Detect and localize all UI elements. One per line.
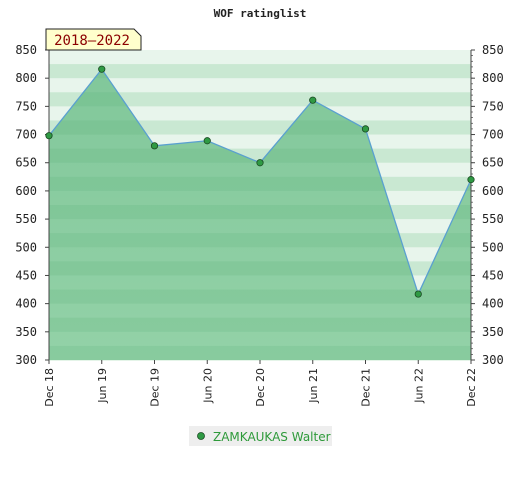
x-tick-label: Dec 22 [465, 368, 478, 407]
legend-marker [197, 432, 205, 440]
y-tick-label-right: 650 [482, 156, 504, 170]
axes: 300 300 350 350 400 400 450 450 500 500 550 550 600 6… [15, 43, 503, 407]
data-point [361, 125, 370, 133]
y-tick-label-right: 450 [482, 268, 504, 282]
y-tick-label-left: 450 [15, 268, 37, 282]
period-label: 2018—2022 [54, 33, 130, 49]
y-tick-label-right: 600 [482, 184, 504, 198]
y-tick-label-right: 500 [482, 240, 504, 254]
x-tick-label: Dec 21 [360, 368, 373, 407]
data-point [150, 142, 159, 150]
y-tick-label-left: 700 [15, 128, 37, 142]
background-band [49, 78, 471, 93]
series-layer [45, 65, 475, 298]
data-point [203, 137, 211, 145]
x-tick-label: Dec 19 [149, 368, 162, 407]
y-tick-label-right: 400 [482, 297, 504, 311]
background-band [49, 92, 471, 107]
y-tick-label-right: 700 [482, 128, 504, 142]
data-point [414, 290, 422, 298]
y-tick-label-left: 600 [15, 184, 37, 198]
background-band [49, 64, 471, 79]
period-badge-shape [45, 28, 142, 51]
y-tick-label-left: 750 [15, 99, 37, 113]
area-stripe [49, 317, 471, 332]
y-tick-label-left: 650 [15, 156, 37, 170]
y-tick-label-left: 300 [15, 353, 37, 367]
x-tick-label: Jun 22 [412, 368, 425, 404]
y-tick-label-right: 550 [482, 212, 504, 226]
y-tick-label-left: 500 [15, 240, 37, 254]
area-stripe [49, 289, 471, 304]
data-point [256, 159, 264, 167]
y-tick-label-left: 550 [15, 212, 37, 226]
y-tick-label-left: 400 [15, 297, 37, 311]
x-tick-label: Jun 19 [96, 368, 109, 404]
y-tick-label-left: 800 [15, 71, 37, 85]
data-point [309, 96, 317, 104]
legend-box [189, 426, 332, 446]
y-tick-label-right: 300 [482, 353, 504, 367]
data-point [467, 176, 475, 184]
x-tick-label: Dec 18 [43, 368, 56, 407]
area-stripe [49, 345, 471, 360]
data-point [45, 132, 53, 140]
background-band [49, 106, 471, 121]
area-stripe [49, 233, 471, 248]
area-stripe [49, 261, 471, 276]
x-tick-label: Dec 20 [254, 368, 267, 407]
legend-series-label: ZAMKAUKAS Walter [213, 430, 331, 444]
y-tick-label-right: 800 [482, 71, 504, 85]
series-area [49, 69, 471, 360]
y-tick-label-right: 850 [482, 43, 504, 57]
y-tick-label-left: 350 [15, 325, 37, 339]
period-badge: 2018—2022 [45, 28, 142, 51]
background-band [49, 50, 471, 65]
x-tick-label: Jun 20 [201, 368, 214, 404]
chart-title: WOF ratinglist [214, 7, 307, 20]
y-tick-label-right: 350 [482, 325, 504, 339]
area-stripe [49, 205, 471, 220]
area-stripe [49, 176, 471, 191]
data-point [98, 65, 106, 73]
legend: ZAMKAUKAS Walter [189, 426, 332, 446]
y-tick-label-right: 750 [482, 99, 504, 113]
x-tick-label: Jun 21 [307, 368, 320, 404]
y-tick-label-left: 850 [15, 43, 37, 57]
